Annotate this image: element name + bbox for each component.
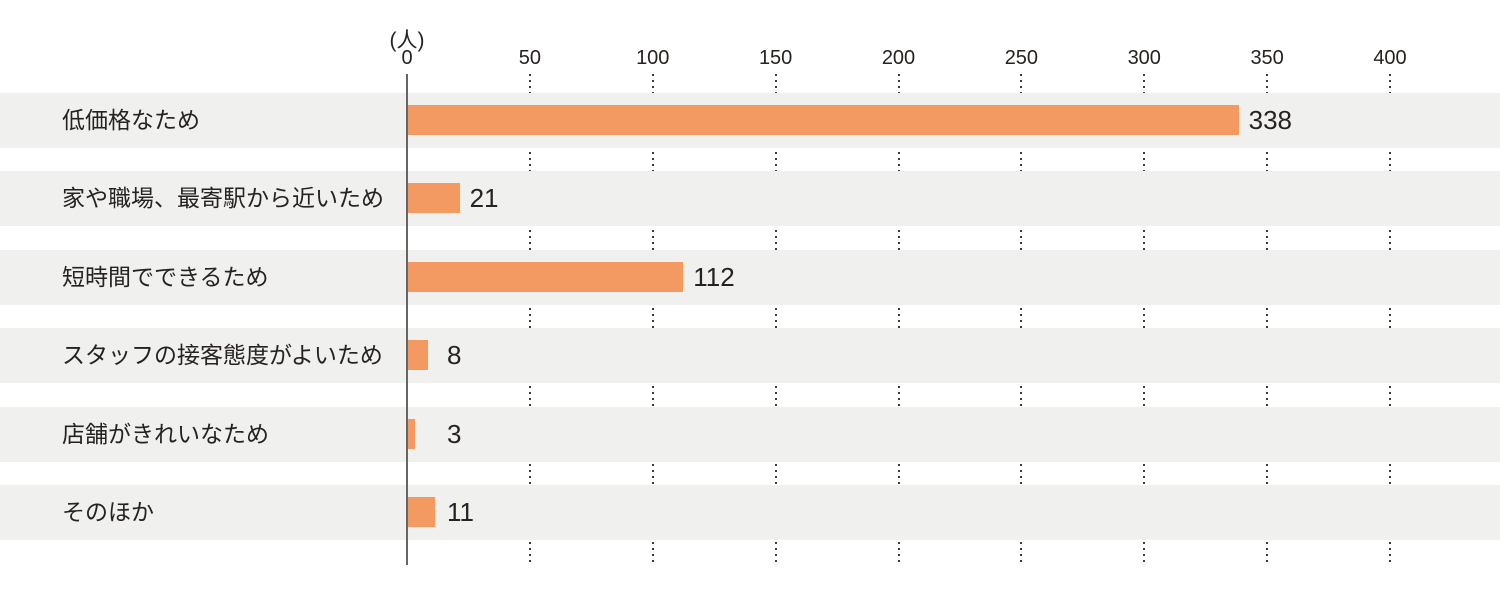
value-label: 8 [447,340,462,371]
row-band [0,249,1500,305]
value-label: 338 [1248,105,1293,135]
gridline [774,74,777,565]
bar [408,105,1239,135]
x-tick-label: 100 [636,47,670,69]
category-label: スタッフの接客態度がよいため [62,342,383,369]
gridline [1143,74,1146,565]
value-label: 112 [693,261,735,292]
category-label: そのほか [62,499,154,525]
category-label: 家や職場、最寄駅から近いため [62,185,384,212]
bar [408,497,436,527]
category-label: 店舗がきれいなため [62,420,269,447]
bar [408,261,684,292]
x-tick-label: 50 [518,47,541,69]
x-tick-label: 250 [1004,47,1039,69]
value-label: 3 [447,418,462,449]
gridline [1020,74,1023,565]
row-band [0,328,1500,384]
gridline [1266,74,1269,565]
value-label: 11 [447,497,474,527]
bar [408,340,428,371]
gridline [897,74,900,565]
y-axis-line [406,74,408,565]
bar [408,183,460,214]
axis-unit-label: (人) [389,29,425,52]
category-label: 低価格なため [62,107,200,133]
x-tick-label: 0 [401,47,413,69]
x-tick-label: 200 [881,47,916,69]
x-tick-label: 350 [1250,47,1284,69]
x-tick-label: 400 [1373,47,1407,69]
row-band [0,406,1500,462]
row-band [0,485,1500,540]
row-band [0,171,1500,227]
value-label: 21 [469,183,499,214]
gridline [651,74,654,565]
x-tick-label: 150 [758,47,793,69]
bar [408,418,416,449]
gridline [1389,74,1391,565]
gridline [528,74,531,565]
category-label: 短時間でできるため [62,263,269,290]
x-tick-label: 300 [1127,47,1161,69]
